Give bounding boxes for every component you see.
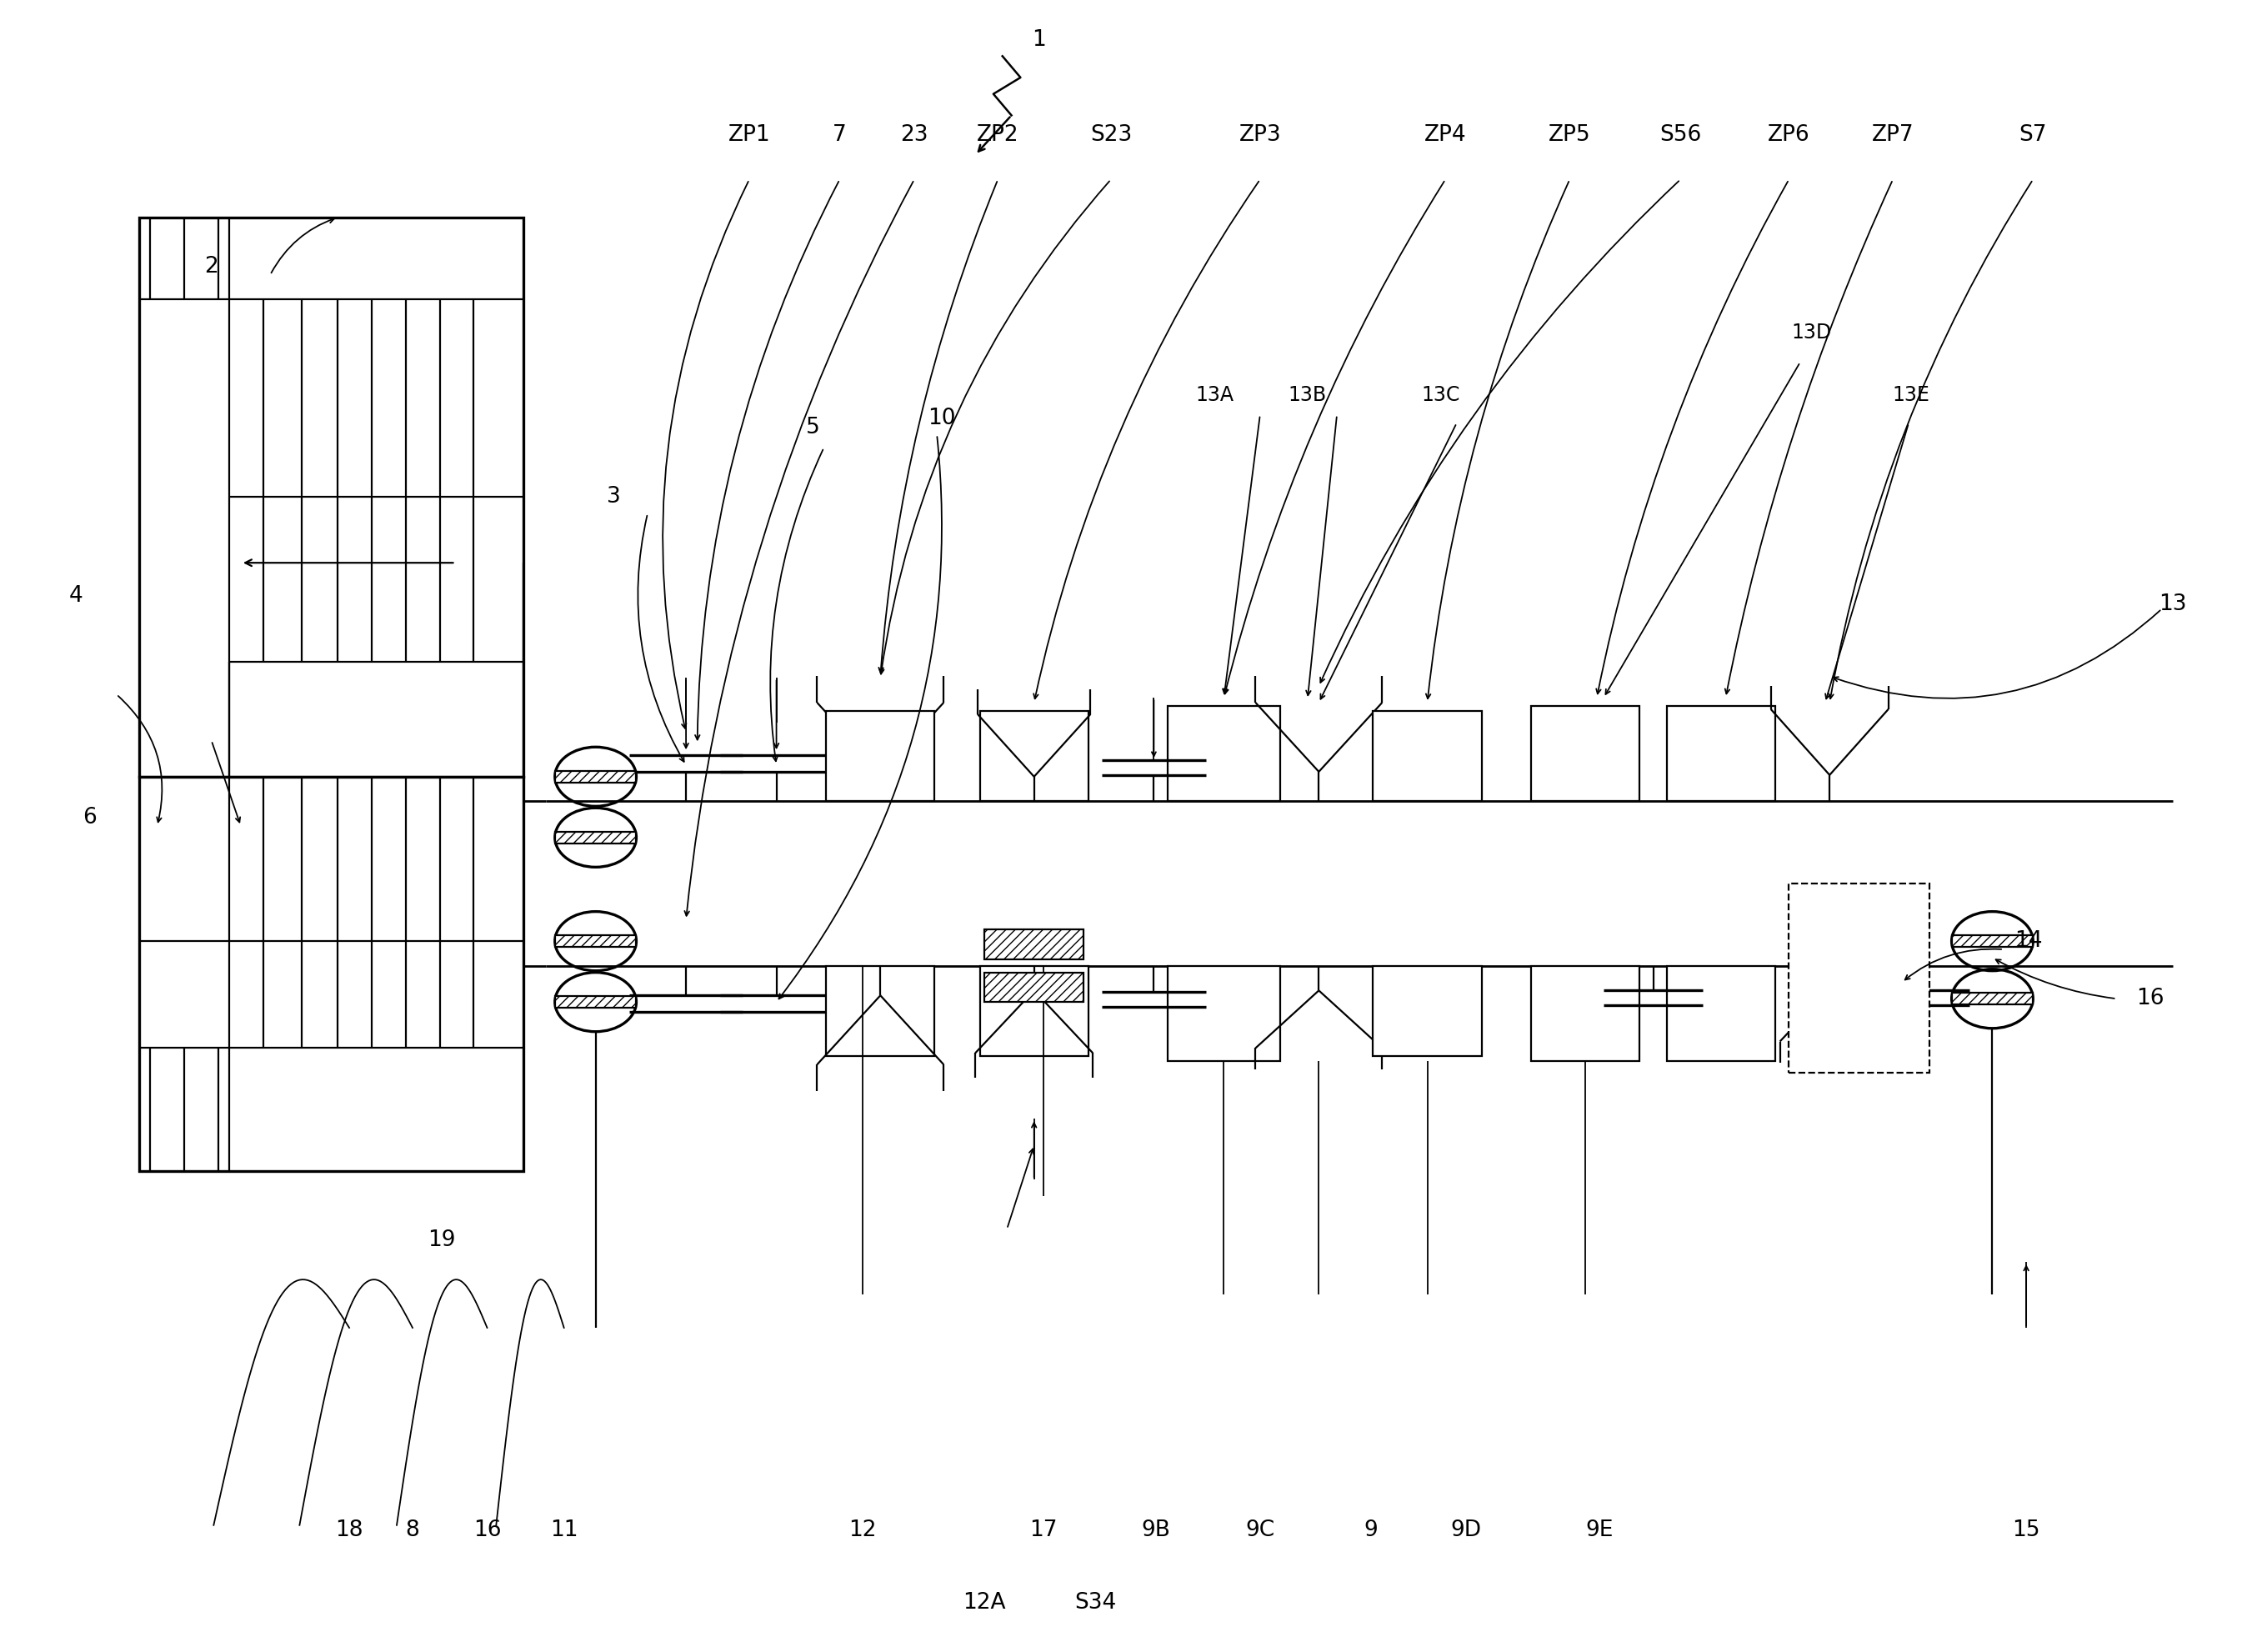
Text: ZP5: ZP5 [1548,124,1591,145]
Text: 9: 9 [1365,1520,1378,1541]
Bar [825,966,934,1056]
Text: ZP7: ZP7 [1873,124,1913,145]
Bar [1168,705,1281,801]
Text: ZP4: ZP4 [1424,124,1467,145]
Bar [1374,966,1483,1056]
Text: 13A: 13A [1195,385,1233,405]
Text: 14: 14 [2015,930,2043,952]
Text: 5: 5 [805,416,821,439]
Bar [825,710,934,801]
Text: ZP1: ZP1 [728,124,771,145]
Text: S56: S56 [1659,124,1700,145]
Bar [1168,966,1281,1061]
Bar [1374,710,1483,801]
Text: S23: S23 [1090,124,1131,145]
Text: 2: 2 [204,256,218,278]
Text: 18: 18 [336,1520,363,1541]
Text: ZP6: ZP6 [1768,124,1809,145]
Bar [138,776,524,1171]
Text: 16: 16 [2136,988,2165,1009]
Bar [1952,993,2033,1004]
Bar [1952,935,2033,947]
Bar [555,771,637,783]
Text: 13C: 13C [1421,385,1460,405]
Bar [138,218,524,776]
Bar [984,973,1084,1003]
Text: 19: 19 [428,1229,456,1251]
Text: 9D: 9D [1451,1520,1480,1541]
Bar [984,930,1084,960]
Text: 6: 6 [82,806,95,829]
Bar [1789,884,1929,1072]
Text: 16: 16 [474,1520,501,1541]
Text: 9E: 9E [1585,1520,1614,1541]
Text: 13D: 13D [1791,322,1832,342]
Bar [555,831,637,843]
Text: 15: 15 [2013,1520,2040,1541]
Bar [979,710,1088,801]
Text: S7: S7 [2020,124,2047,145]
Text: 13: 13 [2158,593,2188,615]
Text: ZP2: ZP2 [977,124,1018,145]
Bar [1530,966,1639,1061]
Text: 1: 1 [1031,28,1045,51]
Text: 8: 8 [406,1520,419,1541]
Text: 23: 23 [900,124,927,145]
Text: 7: 7 [832,124,846,145]
Bar [1666,705,1775,801]
Text: S34: S34 [1075,1591,1115,1614]
Text: 12: 12 [848,1520,877,1541]
Bar [979,966,1088,1056]
Bar [1666,966,1775,1061]
Text: 3: 3 [608,486,621,507]
Text: 9C: 9C [1245,1520,1274,1541]
Text: ZP3: ZP3 [1240,124,1281,145]
Text: 17: 17 [1029,1520,1056,1541]
Bar [555,935,637,947]
Text: 4: 4 [68,585,84,606]
Text: 12A: 12A [963,1591,1007,1614]
Text: 9B: 9B [1143,1520,1170,1541]
Text: 11: 11 [551,1520,578,1541]
Bar [1530,705,1639,801]
Text: 10: 10 [927,406,954,430]
Text: 13E: 13E [1893,385,1929,405]
Bar [555,996,637,1008]
Text: 13B: 13B [1288,385,1326,405]
